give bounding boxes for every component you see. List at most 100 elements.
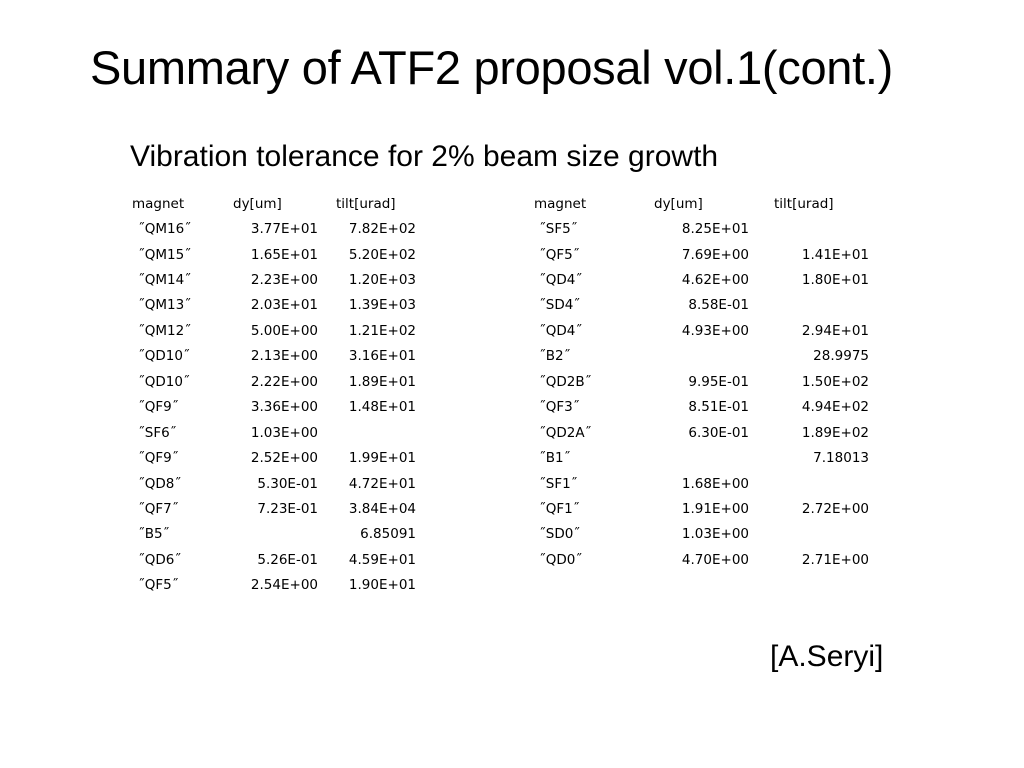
dy-value-cell: 9.95E-01 (688, 373, 749, 390)
dy-value-cell (654, 344, 774, 369)
tilt-value-cell: 4.59E+01 (348, 551, 416, 568)
magnet-name-cell: ˝QF9˝ (138, 399, 179, 416)
table-row: ˝QM14˝ 2.23E+00 1.20E+03 (132, 267, 416, 292)
magnet-name-cell: ˝QF1˝ (539, 500, 580, 517)
dy-value-cell: 5.30E-01 (257, 475, 318, 492)
tilt-value-cell: 2.71E+00 (801, 551, 869, 568)
tilt-value-cell: 28.9975 (813, 348, 869, 365)
magnet-name-cell: ˝QD6˝ (138, 551, 182, 568)
dy-value-cell: 5.26E-01 (257, 551, 318, 568)
table-row: ˝QM12˝ 5.00E+00 1.21E+02 (132, 318, 416, 343)
dy-value-cell: 4.93E+00 (681, 322, 749, 339)
header-magnet: magnet (132, 195, 185, 212)
magnet-name-cell: ˝QF7˝ (138, 500, 179, 517)
magnet-name-cell: ˝QM15˝ (138, 246, 191, 263)
table-row: ˝B2˝ 28.9975 (534, 344, 869, 369)
table-row: ˝QF3˝ 8.51E-01 4.94E+02 (534, 395, 869, 420)
dy-value-cell: 8.51E-01 (688, 399, 749, 416)
dy-value-cell: 3.36E+00 (250, 399, 318, 416)
table-row: ˝QD0˝ 4.70E+00 2.71E+00 (534, 547, 869, 572)
dy-value-cell: 2.52E+00 (250, 450, 318, 467)
dy-value-cell: 2.22E+00 (250, 373, 318, 390)
magnet-name-cell: ˝QF5˝ (138, 577, 179, 594)
dy-value-cell: 1.03E+00 (250, 424, 318, 441)
magnet-name-cell: ˝SD4˝ (539, 297, 581, 314)
magnet-name-cell: ˝SF1˝ (539, 475, 578, 492)
tilt-value-cell (336, 420, 416, 445)
tilt-value-cell: 1.89E+01 (348, 373, 416, 390)
tilt-value-cell: 1.39E+03 (348, 297, 416, 314)
tilt-value-cell: 1.89E+02 (801, 424, 869, 441)
dy-value-cell: 2.54E+00 (250, 577, 318, 594)
magnet-name-cell: ˝QD8˝ (138, 475, 182, 492)
tilt-value-cell: 2.72E+00 (801, 500, 869, 517)
tilt-value-cell: 7.18013 (813, 450, 869, 467)
dy-value-cell: 2.03E+01 (250, 297, 318, 314)
tilt-value-cell: 6.85091 (360, 526, 416, 543)
magnet-name-cell: ˝QD2B˝ (539, 373, 592, 390)
dy-value-cell: 8.25E+01 (681, 221, 749, 238)
table-row: ˝QF5˝ 2.54E+00 1.90E+01 (132, 573, 416, 598)
magnet-name-cell: ˝QD10˝ (138, 348, 190, 365)
magnet-table-right: magnet dy[um] tilt[urad] ˝SF5˝ 8.25E+01 ˝Q… (534, 191, 869, 573)
tilt-value-cell: 3.16E+01 (348, 348, 416, 365)
table-row: ˝QD8˝ 5.30E-01 4.72E+01 (132, 471, 416, 496)
tilt-value-cell: 3.84E+04 (348, 500, 416, 517)
magnet-name-cell: ˝QF5˝ (539, 246, 580, 263)
magnet-name-cell: ˝SF5˝ (539, 221, 578, 238)
magnet-name-cell: ˝QD0˝ (539, 551, 583, 568)
table-row: ˝QF7˝ 7.23E-01 3.84E+04 (132, 496, 416, 521)
dy-value-cell: 4.70E+00 (681, 551, 749, 568)
header-magnet: magnet (534, 195, 587, 212)
tilt-value-cell (774, 471, 869, 496)
magnet-name-cell: ˝QF9˝ (138, 450, 179, 467)
table-header-row: magnet dy[um] tilt[urad] (534, 191, 869, 216)
slide-subtitle: Vibration tolerance for 2% beam size gro… (130, 140, 719, 173)
magnet-table-left: magnet dy[um] tilt[urad] ˝QM16˝ 3.77E+01 7… (132, 191, 416, 598)
tilt-value-cell: 2.94E+01 (801, 322, 869, 339)
author-credit: [A.Seryi] (770, 640, 884, 673)
dy-value-cell: 7.69E+00 (681, 246, 749, 263)
header-dy: dy[um] (233, 195, 282, 212)
magnet-name-cell: ˝QM13˝ (138, 297, 191, 314)
dy-value-cell: 5.00E+00 (250, 322, 318, 339)
tilt-value-cell: 7.82E+02 (348, 221, 416, 238)
dy-value-cell: 8.58E-01 (688, 297, 749, 314)
magnet-name-cell: ˝QM16˝ (138, 221, 191, 238)
table-row: ˝QD10˝ 2.22E+00 1.89E+01 (132, 369, 416, 394)
tilt-value-cell: 1.41E+01 (801, 246, 869, 263)
table-row: ˝SD0˝ 1.03E+00 (534, 522, 869, 547)
dy-value-cell (654, 445, 774, 470)
table-row: ˝QF5˝ 7.69E+00 1.41E+01 (534, 242, 869, 267)
header-tilt: tilt[urad] (774, 195, 834, 212)
tilt-value-cell: 1.90E+01 (348, 577, 416, 594)
tilt-value-cell (774, 293, 869, 318)
tilt-value-cell: 5.20E+02 (348, 246, 416, 263)
table-row: ˝QF1˝ 1.91E+00 2.72E+00 (534, 496, 869, 521)
dy-value-cell: 3.77E+01 (250, 221, 318, 238)
dy-value-cell (233, 522, 336, 547)
table-row: ˝QM15˝ 1.65E+01 5.20E+02 (132, 242, 416, 267)
table-header-row: magnet dy[um] tilt[urad] (132, 191, 416, 216)
dy-value-cell: 4.62E+00 (681, 272, 749, 289)
table-row: ˝QM13˝ 2.03E+01 1.39E+03 (132, 293, 416, 318)
tilt-value-cell: 4.94E+02 (801, 399, 869, 416)
table-row: ˝QF9˝ 3.36E+00 1.48E+01 (132, 395, 416, 420)
tilt-value-cell (774, 522, 869, 547)
dy-value-cell: 2.13E+00 (250, 348, 318, 365)
magnet-name-cell: ˝QD4˝ (539, 272, 583, 289)
dy-value-cell: 1.68E+00 (681, 475, 749, 492)
table-row: ˝QD2B˝ 9.95E-01 1.50E+02 (534, 369, 869, 394)
magnet-name-cell: ˝B5˝ (138, 526, 170, 543)
table-row: ˝QF9˝ 2.52E+00 1.99E+01 (132, 445, 416, 470)
dy-value-cell: 6.30E-01 (688, 424, 749, 441)
table-row: ˝SF1˝ 1.68E+00 (534, 471, 869, 496)
magnet-name-cell: ˝SD0˝ (539, 526, 581, 543)
table-row: ˝B1˝ 7.18013 (534, 445, 869, 470)
magnet-name-cell: ˝QF3˝ (539, 399, 580, 416)
table-row: ˝QD4˝ 4.62E+00 1.80E+01 (534, 267, 869, 292)
tilt-value-cell (774, 216, 869, 241)
magnet-name-cell: ˝QM12˝ (138, 322, 191, 339)
dy-value-cell: 1.03E+00 (681, 526, 749, 543)
tilt-value-cell: 1.20E+03 (348, 272, 416, 289)
